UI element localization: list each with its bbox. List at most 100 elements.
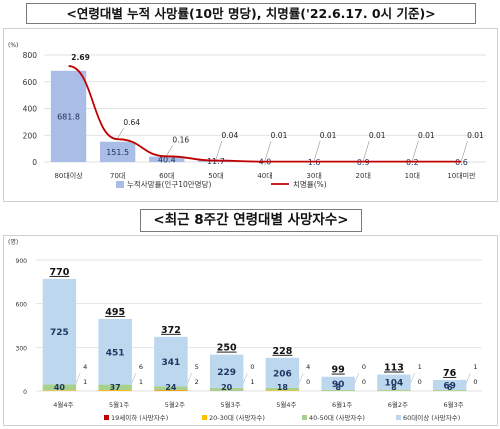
chart2-x-tick-label: 6월1주 (332, 400, 352, 409)
chart2-2030-value-label: 4 (306, 363, 310, 371)
chart2-legend-label: 40-50대 (사망자수) (309, 413, 365, 422)
chart1-x-tick-label: 10대미만 (447, 171, 476, 180)
chart2-side-leader-line (466, 373, 470, 383)
chart2-x-tick-label: 5월2주 (165, 400, 185, 409)
chart2-title: <최근 8주간 연령대별 사망자수> (140, 209, 362, 232)
chart1-x-tick-label: 60대 (159, 172, 174, 180)
chart2-total-label: 250 (217, 343, 237, 354)
chart1-fatality-value-label: 0.04 (222, 131, 239, 140)
chart2-60plus-value-label: 229 (217, 368, 236, 378)
chart2-60plus-value-label: 206 (273, 369, 292, 379)
chart2-side-leader-line (76, 373, 80, 383)
chart2-y-unit: (명) (8, 238, 18, 246)
chart2-2030-value-label: 1 (418, 363, 422, 371)
chart2-60plus-value-label: 341 (162, 358, 181, 368)
chart1-bar-value-label: 11.7 (207, 157, 225, 166)
chart1-x-tick-label: 70대 (110, 172, 125, 180)
chart2-total-label: 495 (105, 307, 125, 318)
chart2-19under-value-label: 0 (306, 378, 310, 386)
chart2-y-tick-label: 600 (16, 302, 28, 309)
chart2-x-tick-label: 6월3주 (444, 400, 464, 409)
chart2-side-leader-line (243, 373, 247, 383)
chart2-svg: (명)030060090072540417704월4주45137614955월1… (4, 236, 497, 425)
chart1-legend-swatch-bar (116, 181, 124, 188)
chart2-x-tick-label: 6월2주 (388, 400, 408, 409)
chart2-y-tick-label: 900 (16, 258, 28, 265)
chart2-legend-swatch (104, 415, 109, 420)
chart2-total-label: 99 (332, 365, 345, 376)
chart2-2030-value-label: 0 (362, 363, 366, 371)
chart1-fatality-value-label: 0.01 (467, 131, 484, 140)
chart2-2030-value-label: 6 (139, 363, 143, 371)
chart2-legend-swatch (302, 415, 307, 420)
chart2-4050-value-label: 20 (221, 383, 233, 392)
chart2-side-leader-line (411, 373, 415, 383)
chart1-x-tick-label: 20대 (356, 172, 371, 180)
chart2-legend-label: 60대이상 (사망자수) (403, 413, 460, 422)
chart2-19under-value-label: 0 (473, 378, 477, 386)
chart1-y-tick-label: 400 (23, 105, 38, 114)
chart1-y-tick-label: 800 (23, 51, 38, 60)
chart1-fatality-leader-line (167, 145, 173, 155)
chart2-19under-value-label: 1 (250, 378, 254, 386)
chart1-x-tick-label: 50대 (208, 172, 223, 180)
chart2-19under-value-label: 0 (362, 378, 366, 386)
chart1-fatality-value-label: 0.16 (172, 135, 189, 144)
chart1-y-unit: (%) (8, 42, 18, 49)
chart2-total-label: 372 (161, 325, 181, 336)
chart2-2030-value-label: 5 (195, 363, 199, 371)
chart2-side-leader-line (299, 373, 303, 383)
chart1-fatality-value-label: 0.01 (369, 131, 386, 140)
chart2-19under-value-label: 0 (418, 378, 422, 386)
chart2-2030-value-label: 1 (473, 363, 477, 371)
chart2-60plus-value-label: 725 (50, 328, 69, 338)
chart2-4050-value-label: 37 (110, 383, 121, 392)
chart2-4050-value-label: 18 (277, 383, 289, 392)
chart2-x-tick-label: 5월4주 (276, 400, 296, 409)
chart1-x-tick-label: 10대 (405, 172, 420, 180)
chart2-4050-value-label: 6 (447, 383, 453, 392)
chart1-fatality-value-label: 2.69 (71, 53, 90, 62)
chart2-4050-value-label: 8 (335, 383, 341, 392)
chart2-legend-label: 20-30대 (사망자수) (209, 413, 265, 422)
chart2-x-tick-label: 4월4주 (53, 400, 73, 409)
chart1-y-tick-label: 0 (32, 158, 37, 167)
chart2-total-label: 770 (49, 267, 69, 278)
chart2-2030-value-label: 0 (250, 363, 254, 371)
chart2-total-label: 228 (272, 346, 292, 357)
chart1-x-tick-label: 80대이상 (54, 171, 83, 180)
chart2-4050-value-label: 8 (391, 383, 397, 392)
chart2-60plus-value-label: 451 (106, 348, 125, 358)
chart2-4050-value-label: 24 (165, 383, 177, 392)
chart1-y-tick-label: 200 (23, 131, 38, 140)
chart2-side-leader-line (355, 373, 359, 383)
chart1-bar-value-label: 681.8 (57, 112, 80, 121)
chart2-side-leader-line (188, 373, 192, 383)
chart2-19under-value-label: 2 (195, 378, 199, 386)
chart2-side-leader-line (132, 373, 136, 383)
chart2-x-tick-label: 5월3주 (221, 400, 241, 409)
chart1-title: <연령대별 누적 사망률(10만 명당), 치명률('22.6.17. 0시 기… (26, 3, 476, 24)
chart2-19under-value-label: 1 (83, 378, 87, 386)
chart2-legend-label: 19세이하 (사망자수) (111, 413, 168, 422)
chart2-x-tick-label: 5월1주 (109, 400, 129, 409)
chart1-x-tick-label: 30대 (306, 172, 321, 180)
chart2-y-tick-label: 300 (16, 345, 28, 352)
chart1-legend-label-bar: 누적사망률(인구10만명당) (127, 179, 211, 189)
chart1-fatality-value-label: 0.01 (418, 131, 435, 140)
chart2-total-label: 76 (443, 368, 457, 379)
chart2-4050-value-label: 40 (54, 383, 66, 392)
chart1-bar-value-label: 151.5 (106, 148, 129, 157)
chart1-svg: (%)0200400600800681.880대이상151.570대40.460… (4, 29, 497, 201)
chart2-19under-value-label: 1 (139, 378, 143, 386)
chart1-fatality-value-label: 0.01 (271, 131, 288, 140)
chart2-legend-swatch (396, 415, 401, 420)
chart1-y-tick-label: 600 (23, 78, 38, 87)
chart1-fatality-leader-line (118, 128, 124, 138)
chart1-fatality-value-label: 0.64 (123, 118, 140, 127)
chart1-legend-label-line: 치명률(%) (293, 179, 327, 189)
chart1-fatality-value-label: 0.01 (320, 131, 337, 140)
chart2-total-label: 113 (384, 363, 404, 374)
